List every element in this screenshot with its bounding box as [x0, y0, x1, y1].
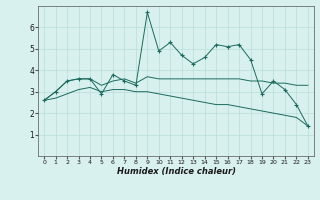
X-axis label: Humidex (Indice chaleur): Humidex (Indice chaleur) [116, 167, 236, 176]
